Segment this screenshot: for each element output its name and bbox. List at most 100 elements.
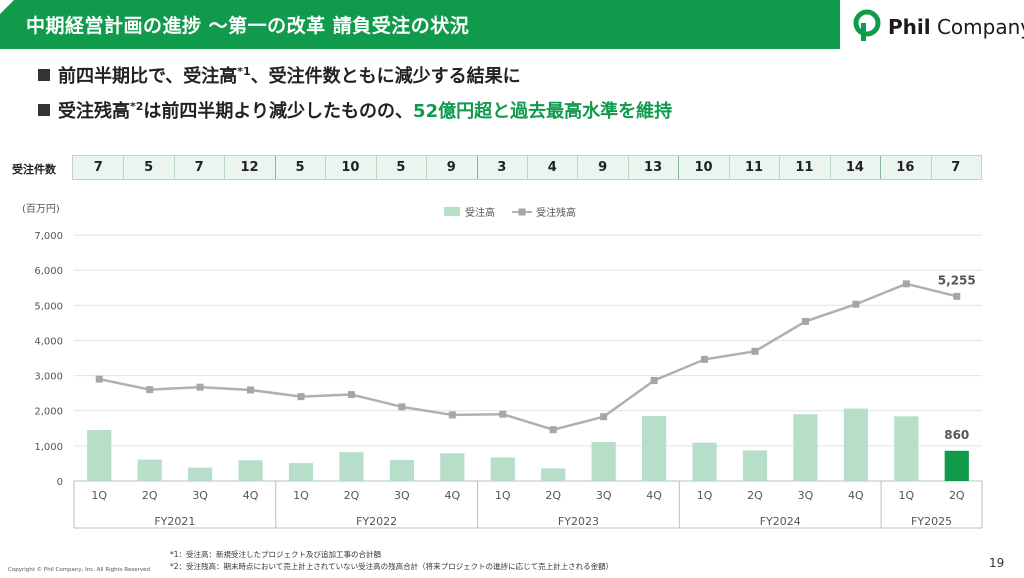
company-logo: Phil Company bbox=[852, 9, 1024, 43]
order-count-cell: 10 bbox=[694, 160, 713, 175]
order-count-separator bbox=[426, 156, 428, 179]
page-title: 中期経営計画の進捗 〜第一の改革 請負受注の状況 bbox=[26, 15, 470, 37]
point-order-backlog bbox=[701, 355, 709, 363]
logo-text: Phil Company bbox=[888, 15, 1024, 39]
order-count-label: 受注件数 bbox=[12, 163, 56, 176]
bullet-square-icon bbox=[38, 69, 50, 81]
point-order-backlog bbox=[247, 386, 255, 394]
bar-order-amount bbox=[541, 468, 566, 481]
data-label: 860 bbox=[944, 428, 969, 442]
bullet-1-text-b: 、受注件数ともに減少する結果に bbox=[250, 66, 521, 87]
copyright-text: Copyright © Phil Company, Inc. All Right… bbox=[8, 567, 151, 573]
y-tick-label: 6,000 bbox=[34, 266, 63, 277]
y-tick-label: 7,000 bbox=[34, 231, 63, 242]
x-tick-label: 2Q bbox=[747, 489, 763, 502]
x-tick-label: 1Q bbox=[495, 489, 511, 502]
x-tick-label: 1Q bbox=[898, 489, 914, 502]
bullet-2-text-b: は前四半期より減少したものの、 bbox=[143, 101, 414, 122]
bar-order-amount bbox=[188, 467, 213, 481]
bullet-point-1: 前四半期比で、受注高*1、受注件数ともに減少する結果に bbox=[38, 62, 521, 88]
bullet-point-2: 受注残高*2は前四半期より減少したものの、52億円超と過去最高水準を維持 bbox=[38, 97, 672, 123]
x-tick-label: 1Q bbox=[91, 489, 107, 502]
order-count-separator bbox=[476, 156, 478, 179]
footnote-ref-1: *1 bbox=[237, 65, 251, 78]
y-tick-label: 4,000 bbox=[34, 336, 63, 347]
point-order-backlog bbox=[297, 393, 305, 401]
legend-label-order-amount: 受注高 bbox=[465, 206, 495, 219]
order-count-separator bbox=[274, 156, 276, 179]
order-count-separator bbox=[527, 156, 528, 179]
y-axis-unit-label: (百万円) bbox=[22, 203, 60, 215]
footnote-ref-2: *2 bbox=[130, 100, 144, 113]
order-count-separator bbox=[930, 156, 932, 179]
x-tick-label: 2Q bbox=[949, 489, 965, 502]
bar-order-amount bbox=[742, 450, 768, 481]
order-count-separator bbox=[224, 156, 226, 179]
order-count-cell: 11 bbox=[744, 160, 764, 175]
y-tick-label: 0 bbox=[57, 477, 63, 488]
bar-order-amount bbox=[339, 452, 364, 481]
order-count-cell: 9 bbox=[598, 160, 608, 175]
year-group-label: FY2025 bbox=[911, 515, 952, 528]
order-count-cell: 14 bbox=[845, 160, 864, 175]
order-count-cell: 11 bbox=[795, 160, 814, 175]
data-label: 5,255 bbox=[938, 273, 976, 287]
point-order-backlog bbox=[751, 347, 759, 355]
order-count-separator bbox=[728, 156, 730, 179]
orders-chart: (百万円) 0 1,000 2,000 3,000 4,000 5,000 6,000 7,00… bbox=[22, 203, 983, 529]
bar-order-amount bbox=[793, 414, 818, 481]
order-count-separator bbox=[173, 156, 175, 179]
order-count-cell: 10 bbox=[341, 160, 360, 175]
bar-order-amount bbox=[87, 430, 112, 481]
order-count-cell: 4 bbox=[547, 160, 557, 175]
x-tick-label: 2Q bbox=[545, 489, 561, 502]
x-tick-label: 4Q bbox=[646, 489, 662, 502]
x-tick-label: 2Q bbox=[344, 489, 360, 502]
legend-label-order-backlog: 受注残高 bbox=[536, 206, 576, 219]
order-count-cell: 9 bbox=[446, 160, 456, 175]
order-count-cell: 13 bbox=[644, 160, 663, 175]
header-bar: 中期経営計画の進捗 〜第一の改革 請負受注の状況 bbox=[0, 0, 840, 49]
footnote-2: *2：受注残高：期末時点において売上計上されていない受注高の残高合計（将来プロジ… bbox=[170, 562, 614, 571]
order-count-cell: 5 bbox=[396, 160, 406, 175]
legend-marker-order-backlog bbox=[518, 208, 526, 216]
order-count-separator bbox=[123, 156, 125, 179]
bar-order-amount bbox=[843, 408, 868, 481]
bullet-square-icon bbox=[38, 104, 50, 116]
point-order-backlog bbox=[448, 411, 456, 419]
order-count-separator bbox=[325, 156, 327, 179]
year-group-label: FY2024 bbox=[760, 515, 801, 528]
y-tick-label: 5,000 bbox=[34, 301, 63, 312]
bar-order-amount bbox=[440, 453, 465, 481]
bullet-1-text-a: 前四半期比で、受注高 bbox=[58, 66, 238, 87]
point-order-backlog bbox=[953, 292, 961, 300]
page-number: 19 bbox=[989, 556, 1005, 570]
order-count-separator bbox=[678, 156, 680, 179]
point-order-backlog bbox=[902, 280, 910, 288]
bar-order-amount bbox=[944, 450, 969, 481]
order-count-separator bbox=[375, 156, 377, 179]
bar-order-amount bbox=[389, 459, 414, 481]
line-order-backlog bbox=[98, 282, 958, 431]
x-tick-label: 3Q bbox=[394, 489, 410, 502]
x-tick-label: 4Q bbox=[243, 489, 259, 502]
order-count-cell: 7 bbox=[194, 160, 204, 175]
point-order-backlog bbox=[650, 376, 658, 384]
point-order-backlog bbox=[549, 426, 557, 434]
point-order-backlog bbox=[852, 300, 860, 308]
point-order-backlog bbox=[95, 375, 103, 383]
year-group-label: FY2022 bbox=[356, 515, 397, 528]
x-tick-label: 3Q bbox=[798, 489, 814, 502]
x-tick-label: 1Q bbox=[697, 489, 713, 502]
y-tick-label: 1,000 bbox=[34, 442, 63, 453]
x-tick-label: 2Q bbox=[142, 489, 158, 502]
legend-swatch-order-amount bbox=[444, 207, 460, 216]
bar-order-amount bbox=[591, 441, 616, 481]
bullet-2-text-a: 受注残高 bbox=[58, 101, 130, 122]
bar-order-amount bbox=[490, 457, 515, 481]
order-count-cell: 5 bbox=[295, 160, 305, 175]
x-tick-label: 3Q bbox=[596, 489, 612, 502]
x-tick-label: 1Q bbox=[293, 489, 309, 502]
point-order-backlog bbox=[801, 317, 809, 325]
logo-name-bold: Phil bbox=[888, 15, 931, 39]
